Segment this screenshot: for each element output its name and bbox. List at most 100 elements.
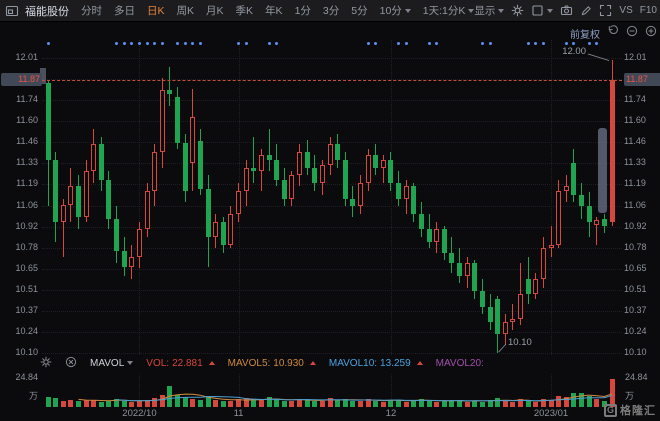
price-tick-left: 10.37 xyxy=(15,304,38,315)
tab-分时[interactable]: 分时 xyxy=(81,5,102,17)
volume-bar xyxy=(487,399,493,407)
fullscreen-expand-icon[interactable] xyxy=(599,4,612,17)
candle-body xyxy=(129,257,135,267)
tab-月K[interactable]: 月K xyxy=(206,5,224,17)
candle-body xyxy=(510,319,516,323)
candle-body xyxy=(350,198,356,207)
volume-bar xyxy=(297,398,302,407)
tab-3分[interactable]: 3分 xyxy=(322,5,340,17)
volume-bar xyxy=(258,400,264,407)
event-marker xyxy=(526,42,530,45)
up-triangle-icon xyxy=(309,361,316,365)
candle-body xyxy=(411,186,417,214)
chart-style-selector[interactable] xyxy=(531,4,554,17)
candle-body xyxy=(373,155,379,168)
candle-body xyxy=(396,183,402,199)
candle-body xyxy=(289,175,295,199)
candle-body xyxy=(281,180,287,199)
price-tick-right: 11.46 xyxy=(624,136,646,147)
tab-5分[interactable]: 5分 xyxy=(351,5,368,17)
candle-body xyxy=(106,180,112,219)
f10-info-button[interactable]: F10 xyxy=(639,5,657,16)
adjustment-mode-label[interactable]: 前复权 xyxy=(570,29,600,41)
candle-body xyxy=(319,164,325,184)
period-tabs: 分时 多日 日K 周K 月K 季K 年K 1分 3分 5分 10分 1天:1分K xyxy=(81,3,475,18)
tab-1分[interactable]: 1分 xyxy=(294,5,311,17)
volume-bar xyxy=(357,400,363,407)
volume-bar xyxy=(342,399,348,407)
price-tick-left: 10.51 xyxy=(15,283,38,294)
candle-wick xyxy=(512,303,514,330)
candle-body xyxy=(45,82,51,160)
tab-周K[interactable]: 周K xyxy=(176,5,195,17)
event-marker xyxy=(427,42,431,45)
candle-body xyxy=(68,186,74,205)
volume-bar xyxy=(495,397,501,407)
price-tick-left: 11.74 xyxy=(16,94,38,105)
volume-bar xyxy=(45,396,51,407)
volume-bar xyxy=(220,401,226,407)
price-tick-left: 10.65 xyxy=(15,262,38,273)
candle-body xyxy=(251,167,257,171)
chevron-down-icon xyxy=(404,8,411,13)
chart-controls-row: 前复权 xyxy=(570,24,657,42)
candle-wick xyxy=(268,129,270,171)
candle-body xyxy=(441,229,447,253)
indicator-name-dropdown[interactable]: MAVOL xyxy=(90,358,134,369)
zoom-in-icon[interactable] xyxy=(645,24,657,42)
tab-季K[interactable]: 季K xyxy=(235,5,254,17)
price-tick-left: 10.10 xyxy=(15,347,38,357)
event-marker xyxy=(275,42,279,45)
candle-body xyxy=(312,167,318,184)
volume-bar xyxy=(197,399,203,407)
toolbar-right-controls: 显示 xyxy=(474,3,660,18)
candle-wick xyxy=(596,217,598,245)
layout-window-icon[interactable] xyxy=(5,4,19,18)
tab-多日[interactable]: 多日 xyxy=(114,5,135,17)
selection-highlight-bar xyxy=(598,128,607,213)
price-tick-left: 11.46 xyxy=(16,136,38,147)
tab-1天:1分K[interactable]: 1天:1分K xyxy=(423,3,475,18)
indicator-close-icon[interactable] xyxy=(65,356,77,371)
volume-bar xyxy=(449,400,455,407)
indicator-settings-gear-icon[interactable] xyxy=(40,356,52,371)
price-tick-left: 11.19 xyxy=(16,178,38,189)
volume-bar xyxy=(152,397,158,407)
candle-body xyxy=(190,116,196,164)
volume-bar xyxy=(540,398,546,407)
volume-bar xyxy=(53,398,59,407)
up-triangle-icon xyxy=(208,361,215,365)
grid-line-v xyxy=(139,374,141,407)
vs-compare-button[interactable]: VS xyxy=(619,5,633,16)
x-axis-label: 11 xyxy=(233,408,244,419)
screenshot-camera-icon[interactable] xyxy=(560,4,573,17)
draw-pencil-icon[interactable] xyxy=(580,5,592,17)
zoom-out-icon[interactable] xyxy=(626,24,638,42)
grid-line-h xyxy=(42,247,622,249)
tab-日K[interactable]: 日K xyxy=(147,5,165,17)
candle-wick xyxy=(382,155,384,184)
stock-name[interactable]: 福能股份 xyxy=(25,5,69,18)
volume-bar xyxy=(144,399,150,407)
volume-bar xyxy=(106,400,112,407)
tab-10分[interactable]: 10分 xyxy=(380,3,411,18)
volume-axis-unit-left: 万 xyxy=(28,391,38,401)
price-tick-right: 11.06 xyxy=(624,199,646,210)
event-marker xyxy=(374,42,378,45)
volume-bar xyxy=(190,398,196,407)
candle-wick xyxy=(169,67,171,106)
volume-bar xyxy=(91,399,97,407)
display-menu[interactable]: 显示 xyxy=(474,3,505,18)
price-tick-left: 11.06 xyxy=(16,199,38,210)
event-marker xyxy=(435,42,439,45)
undo-reset-icon[interactable] xyxy=(607,24,619,42)
price-tick-right: 11.19 xyxy=(624,178,646,189)
volume-bar xyxy=(426,400,432,407)
candle-body xyxy=(495,298,501,335)
tab-年K[interactable]: 年K xyxy=(265,5,283,17)
price-tick-right: 10.24 xyxy=(624,325,647,336)
volume-bar xyxy=(594,399,600,407)
toolbar: 福能股份 分时 多日 日K 周K 月K 季K 年K 1分 3分 5分 10分 1天:1分K 显示 xyxy=(0,0,660,22)
settings-gear-icon[interactable] xyxy=(511,4,524,17)
